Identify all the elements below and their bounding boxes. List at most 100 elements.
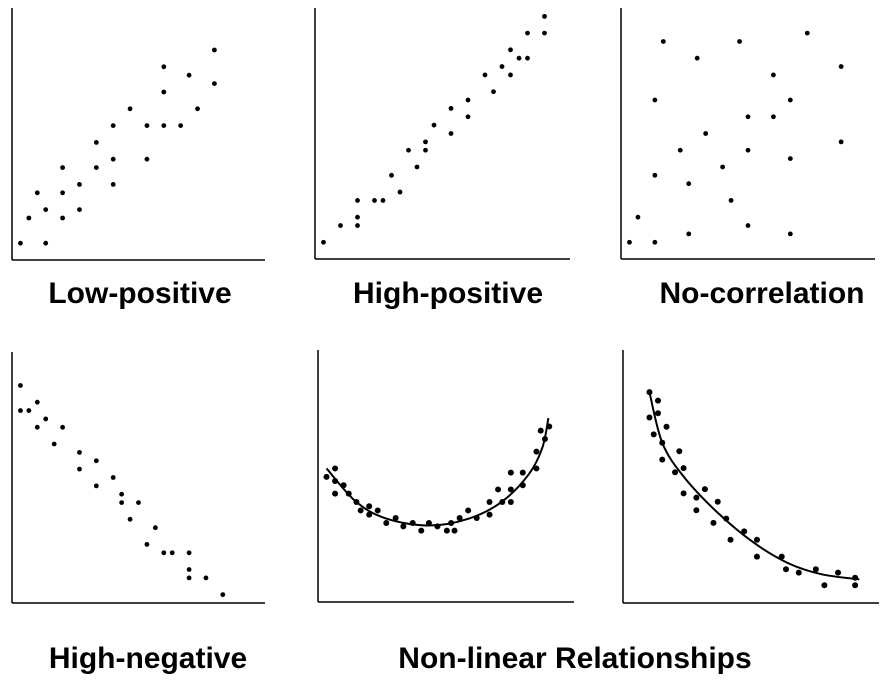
data-point — [652, 172, 658, 178]
data-point — [161, 123, 167, 128]
data-point — [525, 30, 530, 36]
data-point — [60, 165, 65, 171]
scatter-panel-1 — [11, 8, 265, 261]
data-point — [694, 55, 700, 61]
data-point — [728, 198, 734, 203]
caption-high-positive: High-positive — [352, 277, 544, 310]
data-point — [795, 569, 802, 576]
data-point — [525, 55, 530, 61]
data-point — [723, 515, 730, 522]
data-point — [703, 131, 709, 136]
caption-low-positive: Low-positive — [48, 277, 232, 310]
data-point — [26, 215, 32, 221]
data-point — [745, 223, 751, 228]
data-point — [660, 39, 666, 44]
data-point — [34, 399, 40, 405]
data-point — [43, 416, 49, 422]
caption-non-linear: Non-linear Relationships — [398, 642, 752, 675]
data-point — [659, 456, 666, 463]
data-point — [77, 466, 82, 472]
data-point — [635, 214, 641, 220]
data-point — [418, 527, 425, 534]
data-point — [448, 131, 454, 136]
data-point — [220, 592, 226, 598]
data-point — [406, 147, 411, 153]
data-point — [646, 414, 653, 421]
data-point — [355, 223, 360, 228]
data-point — [508, 72, 513, 78]
data-point — [663, 423, 670, 430]
data-point — [186, 575, 192, 581]
data-point — [686, 231, 692, 237]
data-point — [397, 189, 403, 195]
data-point — [753, 553, 760, 560]
data-point — [491, 89, 496, 95]
data-point — [533, 465, 540, 472]
data-point — [448, 520, 455, 527]
data-point — [654, 397, 661, 404]
data-point — [425, 520, 432, 527]
data-point — [110, 123, 116, 128]
data-point — [161, 89, 167, 95]
data-point — [508, 47, 513, 53]
data-point — [60, 215, 65, 221]
data-point — [465, 507, 472, 514]
data-point — [93, 165, 99, 171]
data-point — [400, 523, 407, 530]
data-point — [18, 383, 23, 388]
scatter-panel-6 — [622, 350, 879, 604]
data-point — [546, 423, 553, 430]
data-point — [332, 465, 339, 472]
data-point — [650, 431, 657, 438]
data-point — [486, 511, 493, 518]
data-point — [380, 198, 386, 203]
data-point — [787, 231, 793, 237]
data-point — [507, 499, 514, 506]
data-point — [519, 469, 526, 476]
data-point — [127, 516, 133, 522]
data-point — [727, 536, 734, 543]
data-point — [212, 47, 217, 53]
data-point — [693, 494, 700, 501]
data-point — [542, 13, 547, 19]
data-point — [659, 439, 666, 446]
data-point — [136, 500, 141, 505]
data-point — [195, 106, 200, 112]
data-point — [43, 207, 49, 213]
data-point — [486, 499, 493, 506]
data-point — [652, 239, 658, 245]
data-point — [178, 123, 184, 128]
data-point — [355, 214, 360, 220]
data-point — [771, 72, 776, 78]
data-point — [332, 490, 339, 497]
data-point — [654, 410, 661, 417]
data-point — [516, 55, 522, 61]
data-point — [627, 239, 632, 245]
data-point — [533, 448, 540, 455]
data-point — [161, 64, 167, 70]
data-point — [366, 503, 373, 510]
data-point — [366, 511, 373, 518]
data-point — [676, 448, 683, 455]
scatter-panel-3 — [620, 8, 875, 260]
data-point — [465, 114, 471, 120]
data-point — [537, 427, 544, 434]
data-point — [451, 527, 458, 534]
data-point — [169, 550, 175, 556]
data-point — [323, 473, 330, 480]
data-point — [372, 198, 377, 203]
data-point — [443, 527, 450, 534]
fit-curve — [325, 417, 550, 527]
data-point — [507, 469, 514, 476]
data-point — [701, 486, 708, 493]
data-point — [77, 207, 82, 213]
data-point — [110, 156, 116, 162]
data-point — [852, 574, 859, 581]
data-point — [355, 198, 360, 203]
data-point — [737, 39, 742, 44]
data-point — [110, 475, 116, 480]
data-point — [838, 64, 844, 69]
data-point — [710, 519, 717, 526]
data-point — [93, 483, 99, 489]
data-point — [787, 156, 793, 162]
